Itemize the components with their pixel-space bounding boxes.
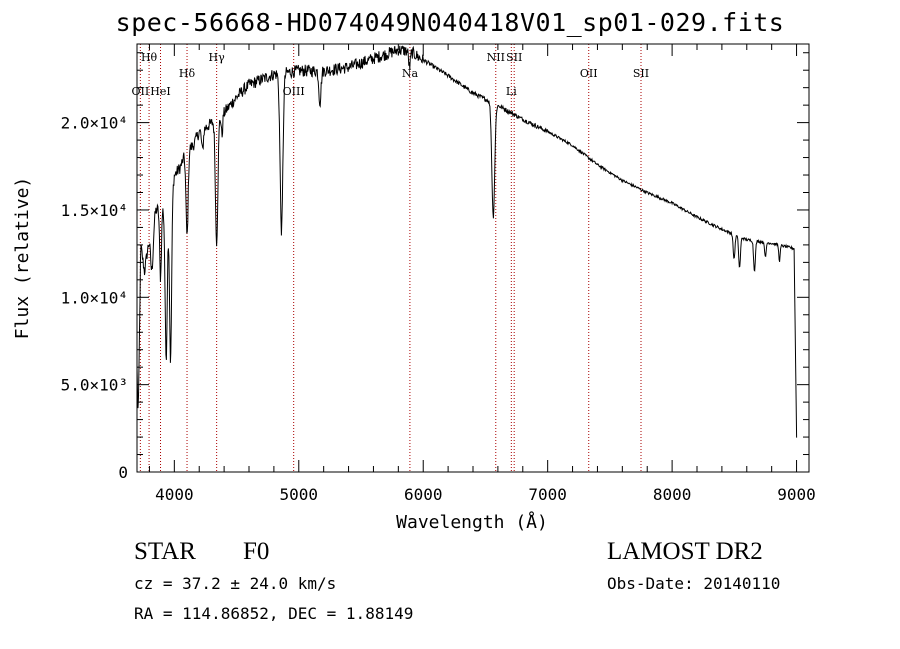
- y-tick-label: 1.5×10⁴: [61, 201, 128, 220]
- y-axis-ticks: 0 5.0×10³ 1.0×10⁴ 1.5×10⁴ 2.0×10⁴: [61, 52, 809, 482]
- spectral-line-label: HeI: [150, 85, 170, 98]
- y-tick-label: 0: [118, 463, 128, 482]
- object-subclass: F0: [243, 538, 270, 565]
- spectral-line-label: SII: [506, 51, 522, 64]
- x-tick-label: 6000: [404, 485, 443, 504]
- spectral-line-label: Hθ: [141, 51, 158, 64]
- y-tick-label: 5.0×10³: [61, 376, 128, 395]
- spectral-line-label: OII: [580, 67, 598, 80]
- spectral-line-label: Hδ: [179, 67, 196, 80]
- survey-name: LAMOST DR2: [607, 538, 763, 565]
- spectral-line-label: SII: [633, 67, 649, 80]
- spectral-line-label: Li: [506, 85, 517, 98]
- x-axis-ticks: 4000 5000 6000 7000 8000 9000: [148, 44, 816, 504]
- plot-frame: [136, 43, 810, 473]
- spectral-line-label: Na: [402, 67, 419, 80]
- spectrum-line: [136, 45, 798, 438]
- spectral-line-label: OII: [132, 85, 150, 98]
- spectral-line-label: OIII: [283, 85, 305, 98]
- spectral-line-markers: [139, 44, 642, 472]
- x-tick-label: 4000: [155, 485, 194, 504]
- x-tick-label: 5000: [280, 485, 319, 504]
- x-tick-label: 8000: [653, 485, 692, 504]
- x-tick-label: 9000: [777, 485, 816, 504]
- redshift-cz: cz = 37.2 ± 24.0 km/s: [134, 574, 337, 593]
- x-axis-label: Wavelength (Å): [396, 511, 548, 533]
- y-axis-label: Flux (relative): [12, 177, 33, 340]
- x-tick-label: 7000: [528, 485, 567, 504]
- spectral-line-label: NII: [487, 51, 505, 64]
- spectral-line-label: Hγ: [209, 51, 226, 64]
- object-class: STAR: [134, 538, 196, 565]
- chart-title: spec-56668-HD074049N040418V01_sp01-029.f…: [115, 8, 785, 37]
- y-tick-label: 1.0×10⁴: [61, 288, 128, 307]
- y-tick-label: 2.0×10⁴: [61, 114, 128, 133]
- coordinates: RA = 114.86852, DEC = 1.88149: [134, 604, 414, 623]
- observation-date: Obs-Date: 20140110: [607, 574, 781, 593]
